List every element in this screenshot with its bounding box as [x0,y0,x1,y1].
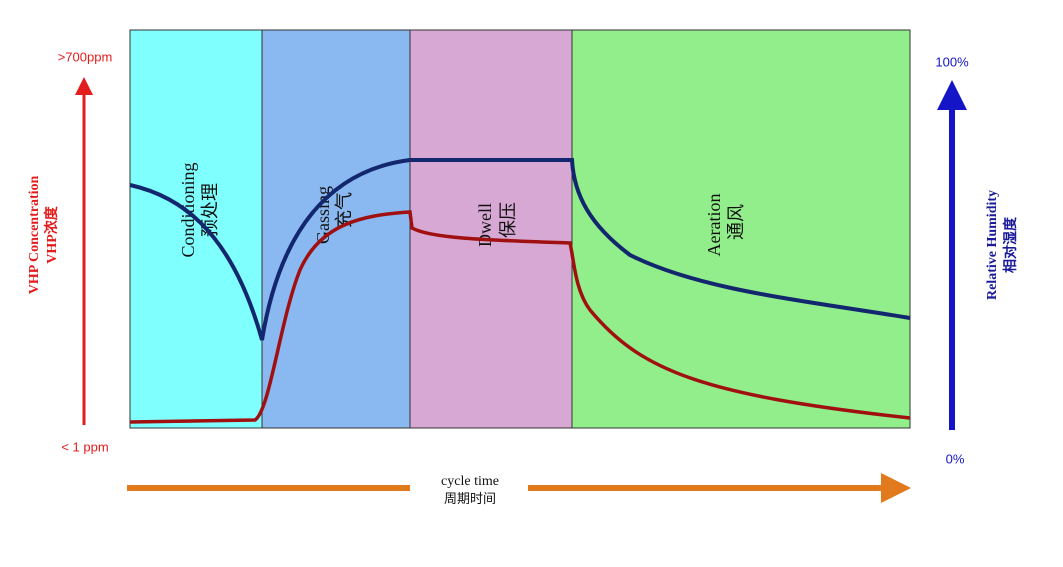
phase-band [571,29,911,429]
phase-label: Aeration [704,194,724,257]
phase-sub-label: 通风 [726,204,746,240]
phase-sub-label: 充气 [334,192,354,228]
right-axis-top-label: 100% [935,54,969,69]
right-axis-subtitle: 相对湿度 [1002,216,1019,273]
phase-sub-label: 预处理 [200,183,220,237]
phase-label: Dwell [475,203,495,247]
left-axis-subtitle: VHP浓度 [43,205,60,264]
left-axis-title: VHP Concentration [27,175,42,294]
phase-band [129,29,263,429]
time-axis-title: cycle time [441,474,499,489]
left-axis-bottom-label: < 1 ppm [61,439,108,454]
right-axis-title: Relative Humidity [985,190,1000,300]
time-axis-subtitle: 周期时间 [444,491,496,506]
phase-label: Gassing [313,186,333,244]
phase-band [409,29,573,429]
concentration-curve [129,210,911,424]
right-axis-bottom-label: 0% [946,451,965,466]
left-axis-top-label: >700ppm [58,49,113,64]
phase-sub-label: 保压 [498,202,518,238]
humidity-curve [129,158,911,341]
